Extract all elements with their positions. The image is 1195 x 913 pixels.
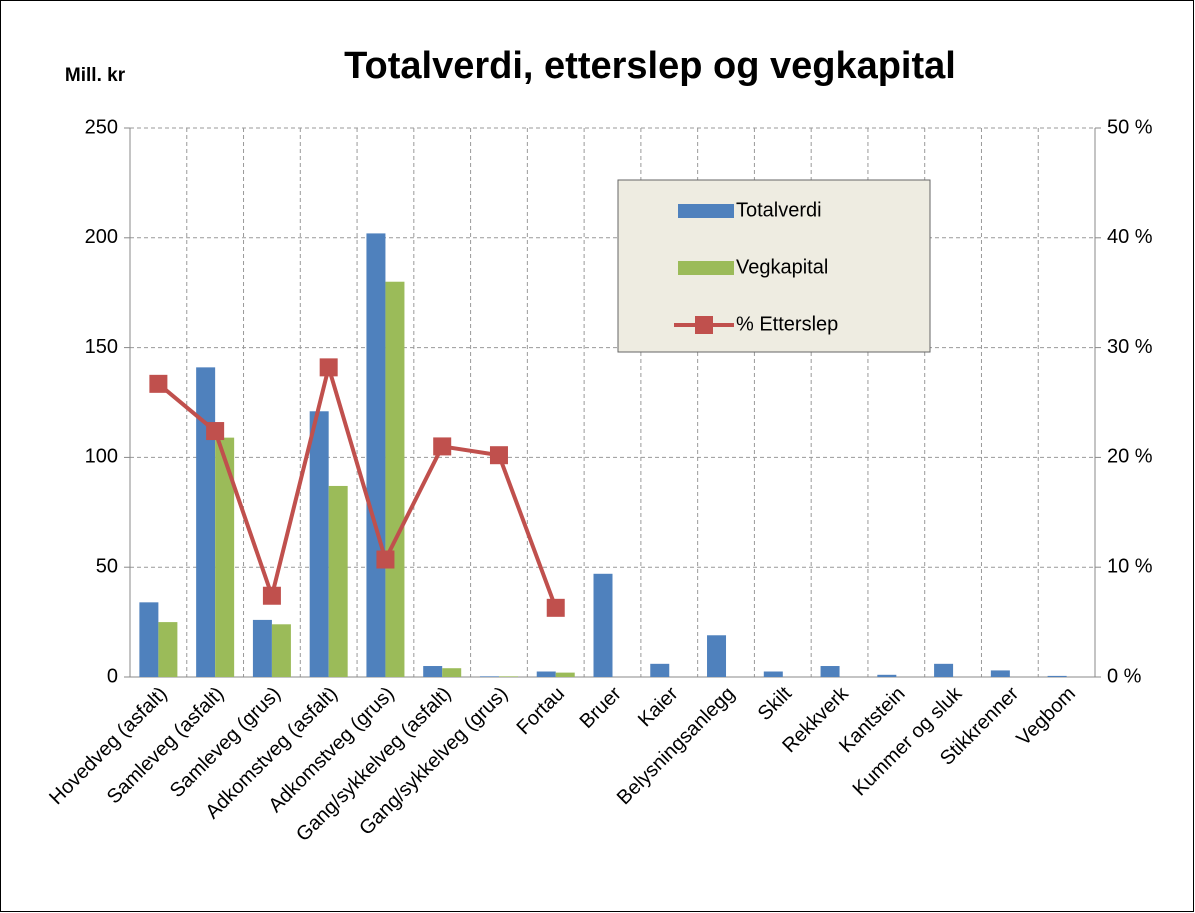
bar xyxy=(328,485,348,677)
y2-tick-label: 20 % xyxy=(1107,446,1153,468)
bar xyxy=(820,666,840,677)
y2-tick-label: 0 % xyxy=(1107,665,1142,687)
legend-label: Vegkapital xyxy=(736,256,828,278)
bar xyxy=(215,437,235,677)
y-tick-label: 200 xyxy=(85,226,118,248)
bar xyxy=(309,411,329,677)
y2-tick-label: 40 % xyxy=(1107,226,1153,248)
legend-box xyxy=(617,179,931,353)
y2-tick-label: 30 % xyxy=(1107,336,1153,358)
line xyxy=(157,359,558,609)
line-marker xyxy=(376,550,395,569)
bar xyxy=(196,367,216,677)
legend-label: % Etterslep xyxy=(736,313,838,335)
y-tick-label: 50 xyxy=(96,555,118,577)
y2-tick-label: 50 % xyxy=(1107,116,1153,138)
legend-swatch xyxy=(678,204,734,218)
bar xyxy=(877,674,897,677)
bar xyxy=(366,233,386,677)
chart-title: Totalverdi, etterslep og vegkapital xyxy=(344,45,956,87)
bar xyxy=(1047,675,1067,677)
bar xyxy=(990,670,1010,677)
bar xyxy=(593,573,613,677)
bar xyxy=(479,676,499,677)
y2-tick-label: 10 % xyxy=(1107,555,1153,577)
bar xyxy=(555,672,575,677)
bar xyxy=(934,663,954,677)
bar xyxy=(158,622,178,677)
bar xyxy=(442,668,462,677)
y-tick-label: 100 xyxy=(85,446,118,468)
y-axis-title: Mill. kr xyxy=(65,65,126,86)
bar xyxy=(423,666,443,677)
line-marker xyxy=(489,446,508,465)
bar xyxy=(536,671,556,677)
bar xyxy=(385,281,405,677)
line-marker xyxy=(319,358,338,377)
legend-swatch xyxy=(678,261,734,275)
bar xyxy=(650,663,670,677)
bar xyxy=(707,635,727,677)
line-marker xyxy=(433,437,452,456)
bar xyxy=(763,671,783,677)
legend-label: Totalverdi xyxy=(736,199,822,221)
line-marker xyxy=(546,598,565,617)
line-marker xyxy=(262,586,281,605)
y-tick-label: 0 xyxy=(107,665,118,687)
bar xyxy=(252,619,272,677)
bar xyxy=(139,602,159,677)
bar xyxy=(271,624,291,677)
y-tick-label: 250 xyxy=(85,116,118,138)
y-tick-label: 150 xyxy=(85,336,118,358)
line-marker xyxy=(149,374,168,393)
legend-swatch-marker xyxy=(695,316,713,334)
bar xyxy=(498,676,518,677)
line-marker xyxy=(206,422,225,441)
